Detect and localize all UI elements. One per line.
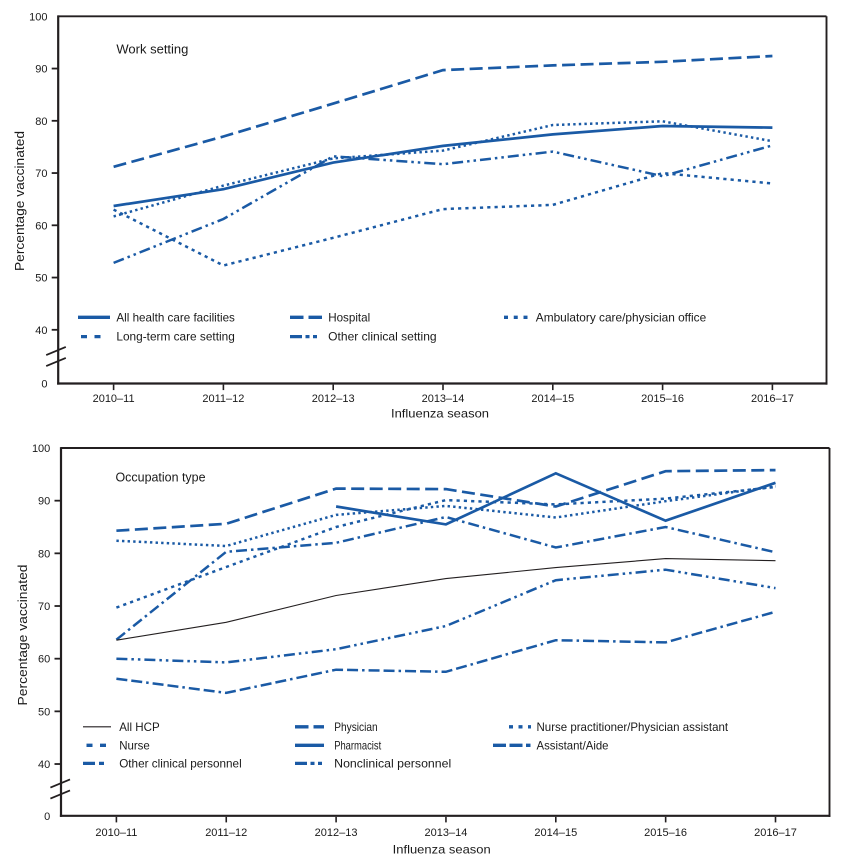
svg-text:50: 50 <box>35 273 47 285</box>
svg-text:0: 0 <box>44 811 50 823</box>
svg-text:Nurse: Nurse <box>119 739 150 753</box>
svg-text:2012–13: 2012–13 <box>315 827 358 839</box>
svg-text:All HCP: All HCP <box>119 720 160 734</box>
svg-text:2010–11: 2010–11 <box>95 827 137 839</box>
svg-text:Pharmacist: Pharmacist <box>334 739 382 753</box>
svg-text:80: 80 <box>35 116 47 128</box>
svg-text:Work setting: Work setting <box>116 41 188 56</box>
svg-text:70: 70 <box>38 601 50 613</box>
svg-text:80: 80 <box>38 548 50 560</box>
svg-text:40: 40 <box>38 759 50 771</box>
svg-text:2012–13: 2012–13 <box>312 393 355 405</box>
svg-text:Percentage vaccinated: Percentage vaccinated <box>16 564 30 705</box>
svg-text:100: 100 <box>32 443 50 455</box>
svg-text:Other clinical personnel: Other clinical personnel <box>119 757 242 771</box>
svg-text:Hospital: Hospital <box>328 310 370 324</box>
svg-text:2015–16: 2015–16 <box>641 393 684 405</box>
svg-text:Influenza season: Influenza season <box>391 407 489 421</box>
svg-text:50: 50 <box>38 706 50 718</box>
svg-text:2015–16: 2015–16 <box>644 827 687 839</box>
svg-text:Influenza season: Influenza season <box>393 843 491 857</box>
svg-text:0: 0 <box>41 379 47 391</box>
svg-text:2011–12: 2011–12 <box>202 393 244 405</box>
svg-text:2013–14: 2013–14 <box>424 827 467 839</box>
svg-text:2016–17: 2016–17 <box>754 827 797 839</box>
svg-text:Percentage vaccinated: Percentage vaccinated <box>13 131 27 271</box>
svg-text:Nonclinical personnel: Nonclinical personnel <box>334 757 451 771</box>
svg-text:Long-term care setting: Long-term care setting <box>116 330 234 344</box>
svg-text:60: 60 <box>38 654 50 666</box>
svg-text:Ambulatory care/physician offi: Ambulatory care/physician office <box>536 310 707 324</box>
svg-text:100: 100 <box>29 11 47 23</box>
svg-text:2010–11: 2010–11 <box>93 393 135 405</box>
svg-text:40: 40 <box>35 325 47 337</box>
svg-text:70: 70 <box>35 168 47 180</box>
svg-text:2016–17: 2016–17 <box>751 393 794 405</box>
svg-text:Nurse practitioner/Physician a: Nurse practitioner/Physician assistant <box>537 720 729 734</box>
svg-text:90: 90 <box>35 64 47 76</box>
svg-text:2014–15: 2014–15 <box>534 827 577 839</box>
svg-text:2013–14: 2013–14 <box>422 393 465 405</box>
svg-text:Assistant/Aide: Assistant/Aide <box>537 739 609 753</box>
svg-text:60: 60 <box>35 220 47 232</box>
svg-text:Physician: Physician <box>334 720 378 734</box>
svg-text:90: 90 <box>38 496 50 508</box>
svg-text:All health care facilities: All health care facilities <box>116 310 235 324</box>
svg-text:2011–12: 2011–12 <box>205 827 247 839</box>
svg-text:2014–15: 2014–15 <box>531 393 574 405</box>
svg-text:Other clinical setting: Other clinical setting <box>328 330 436 344</box>
svg-text:Occupation type: Occupation type <box>116 470 206 485</box>
